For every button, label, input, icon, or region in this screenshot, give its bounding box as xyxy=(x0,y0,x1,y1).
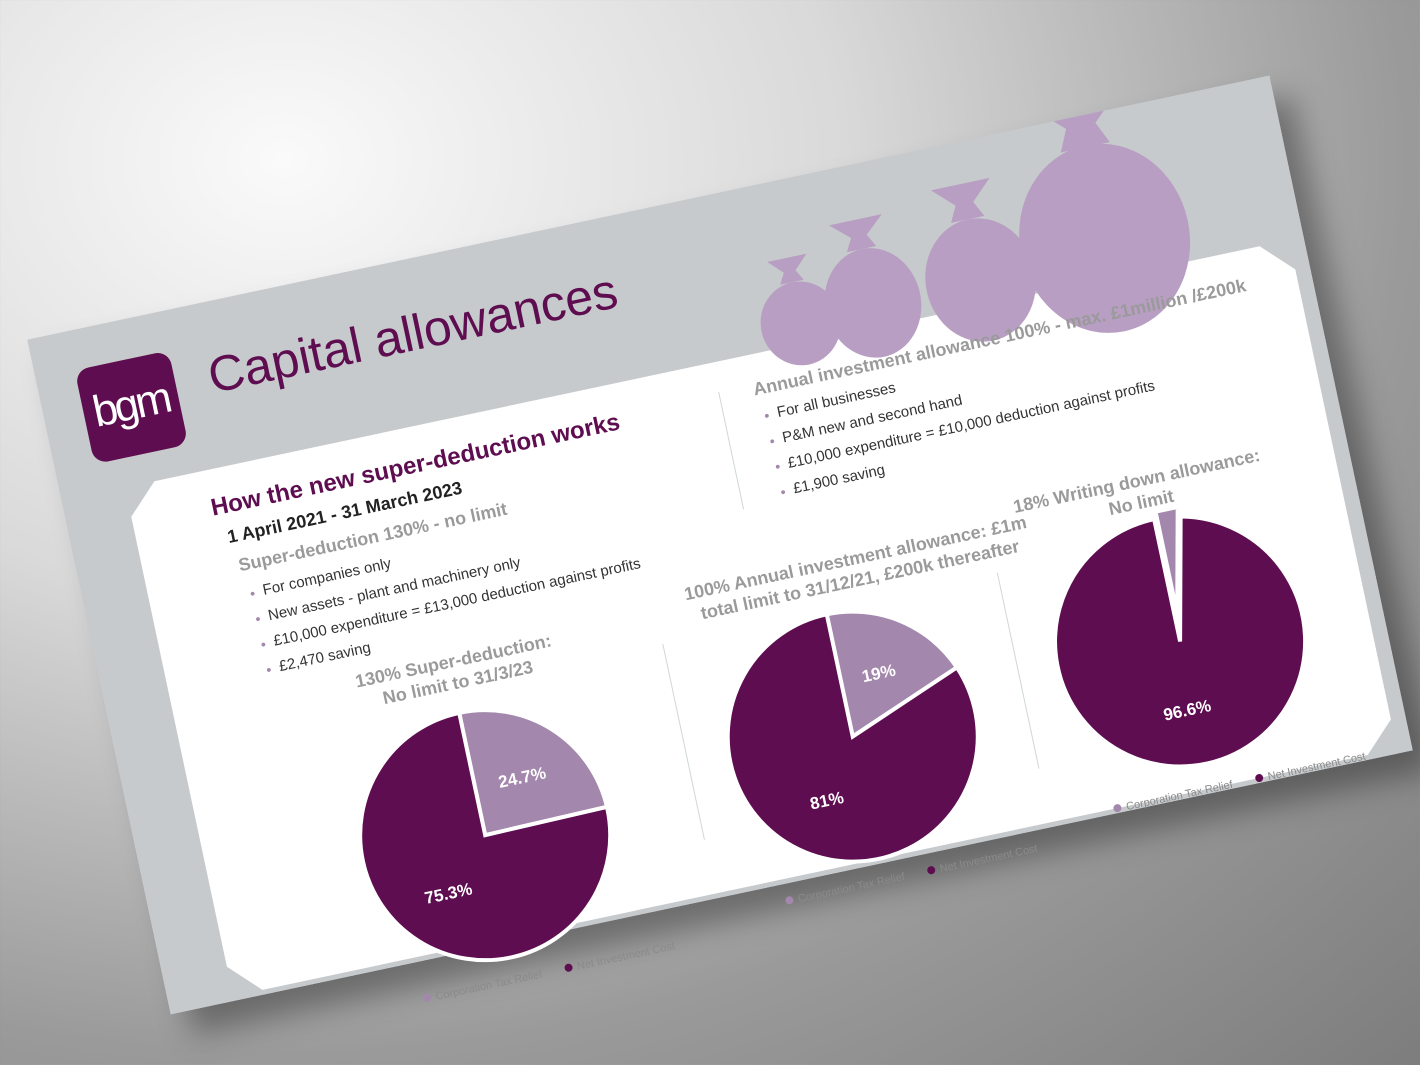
pie-chart-3: 3.4%96.6% xyxy=(1053,487,1308,769)
money-bags-icon xyxy=(760,89,1191,366)
pie-chart-2: 19%81% xyxy=(725,609,980,864)
legend-swatch-relief xyxy=(1112,803,1123,813)
pie-slice-relief xyxy=(456,708,610,838)
pie-slice-net xyxy=(1053,514,1308,769)
legend-swatch-net xyxy=(926,865,936,875)
pie-slice-net xyxy=(725,611,980,864)
pie-chart-1: 24.7%75.3% xyxy=(358,708,613,963)
legend-swatch-relief xyxy=(784,895,795,906)
legend-swatch-relief xyxy=(422,993,432,1003)
pie-slice-relief xyxy=(824,609,960,740)
bgm-logo: bgm xyxy=(74,350,189,465)
legend-swatch-net xyxy=(1254,773,1264,783)
legend-swatch-net xyxy=(563,963,574,973)
document-card: bgm Capital allowances How the new super… xyxy=(27,75,1413,1015)
pie-slice-net xyxy=(358,710,613,963)
